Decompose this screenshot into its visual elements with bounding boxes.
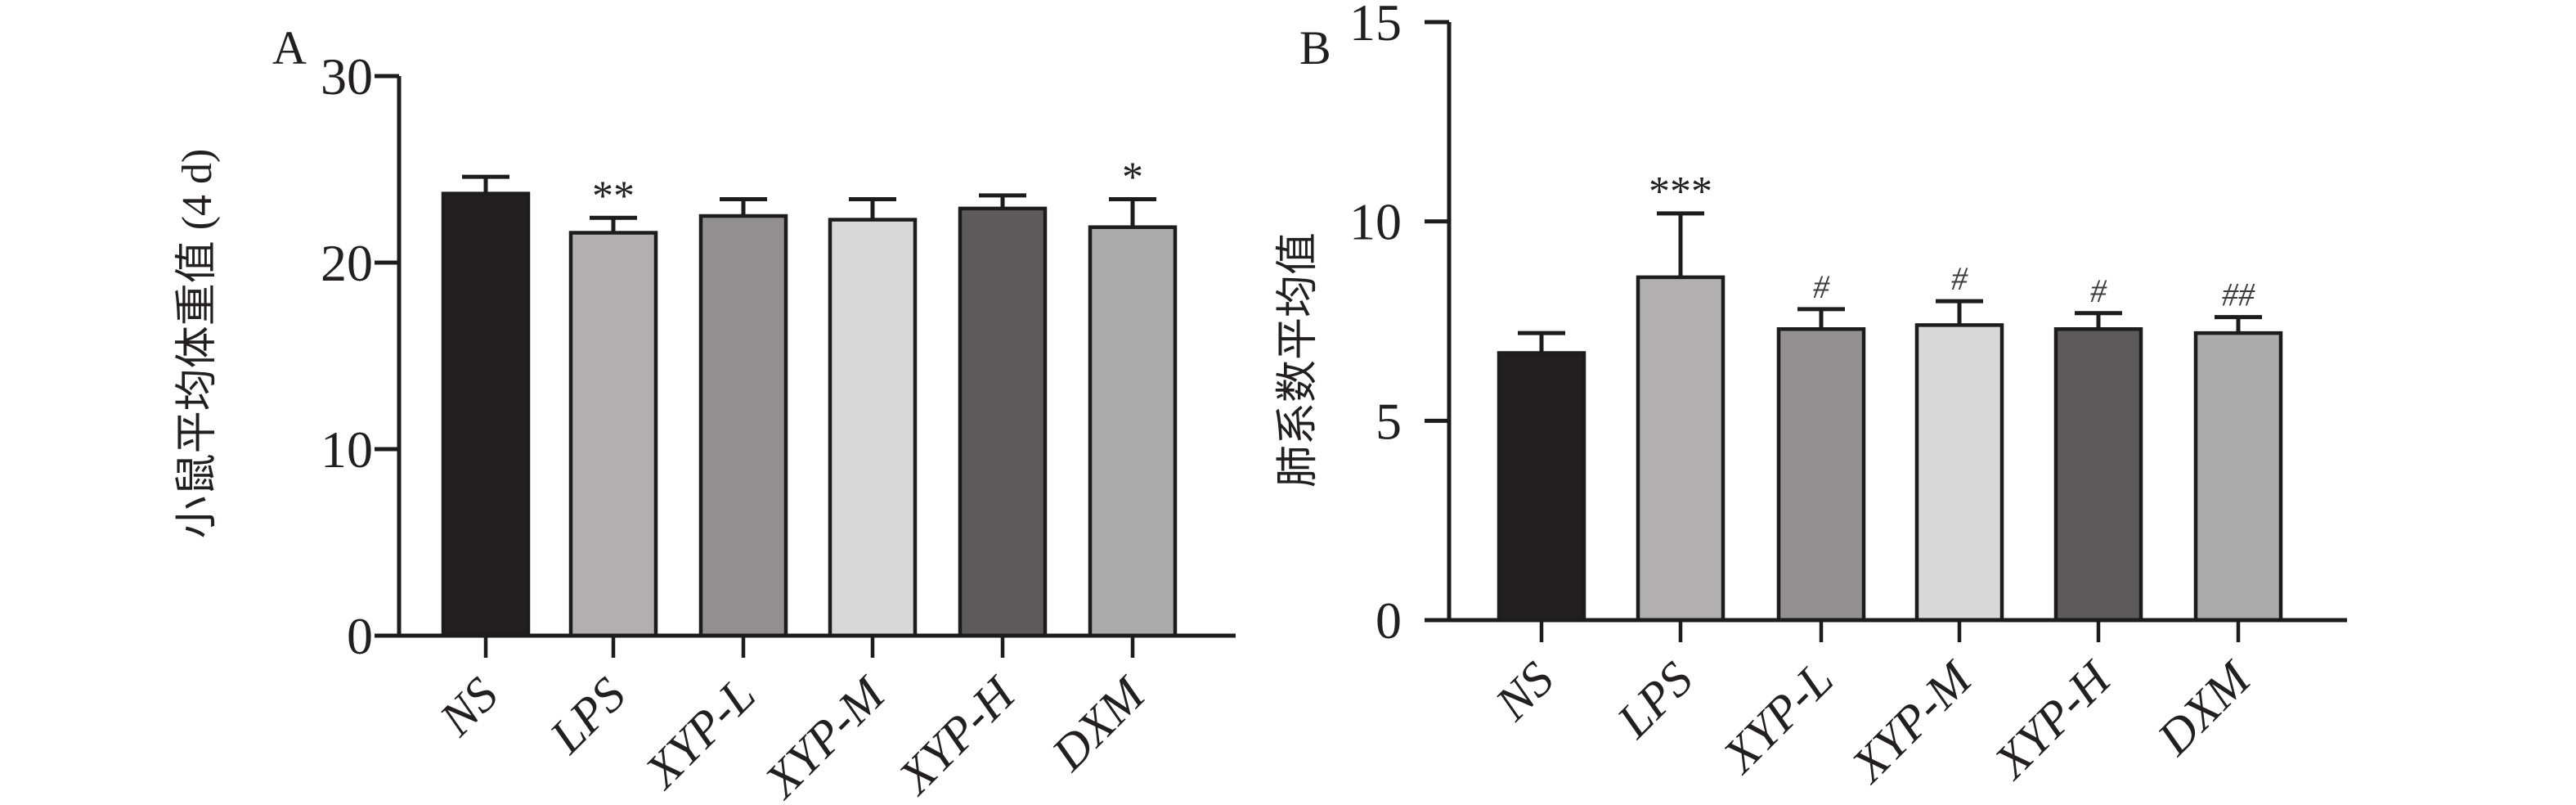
- x-category-label-dxm: DXM: [2147, 650, 2262, 765]
- y-tick-label-20: 20: [321, 234, 373, 292]
- panel-b: B 肺系数平均值 NS *** LPS # XYP-L # XYP-M # XYP-H ## DXM 0 5…: [1275, 0, 2347, 794]
- y-tick-label-10: 10: [1349, 193, 1402, 251]
- x-category-label-xyp-m: XYP-M: [1840, 650, 1983, 793]
- y-tick-label-5: 5: [1376, 392, 1402, 450]
- panel-label-b: B: [1299, 21, 1331, 74]
- significance-marker-lps: ***: [1649, 169, 1712, 215]
- significance-marker-dxm: *: [1122, 154, 1143, 200]
- x-category-label-xyp-l: XYP-L: [1712, 652, 1843, 784]
- x-category-label-lps: LPS: [1606, 652, 1703, 749]
- significance-marker-lps: **: [592, 173, 635, 219]
- bar-lps: [568, 231, 658, 638]
- bar-xyp-m: [1914, 323, 2004, 623]
- x-category-label-ns: NS: [429, 668, 508, 747]
- bar-dxm: [1088, 225, 1178, 638]
- x-category-label-xyp-h: XYP-H: [1983, 650, 2123, 789]
- bar-dxm: [2193, 331, 2283, 623]
- x-category-label-xyp-h: XYP-H: [887, 665, 1027, 805]
- bar-lps: [1636, 275, 1726, 623]
- bar-ns: [441, 191, 531, 638]
- bar-xyp-h: [2053, 326, 2143, 623]
- significance-marker-xyp-h: #: [2090, 272, 2107, 309]
- y-tick-label-15: 15: [1349, 0, 1402, 52]
- y-axis-title: 肺系数平均值: [1275, 232, 1322, 488]
- x-category-label-ns: NS: [1484, 652, 1564, 731]
- significance-marker-dxm: ##: [2222, 277, 2255, 313]
- bar-xyp-m: [828, 218, 918, 638]
- y-axis-title: 小鼠平均体重值 (4 d): [174, 149, 221, 539]
- y-tick-label-30: 30: [321, 47, 373, 106]
- y-tick-label-10: 10: [321, 420, 373, 479]
- bar-xyp-l: [698, 214, 788, 638]
- y-tick-label-0: 0: [347, 607, 373, 665]
- x-category-label-lps: LPS: [539, 668, 635, 764]
- y-tick-label-0: 0: [1376, 591, 1402, 650]
- bar-xyp-l: [1776, 326, 1866, 623]
- panel-label-a: A: [272, 21, 307, 74]
- significance-marker-xyp-m: #: [1951, 260, 1968, 297]
- x-category-label-xyp-l: XYP-L: [634, 668, 765, 799]
- bar-xyp-h: [958, 206, 1048, 638]
- x-category-label-xyp-m: XYP-M: [753, 665, 896, 805]
- bar-ns: [1497, 351, 1586, 623]
- significance-marker-xyp-l: #: [1813, 268, 1830, 305]
- x-category-label-dxm: DXM: [1041, 665, 1156, 780]
